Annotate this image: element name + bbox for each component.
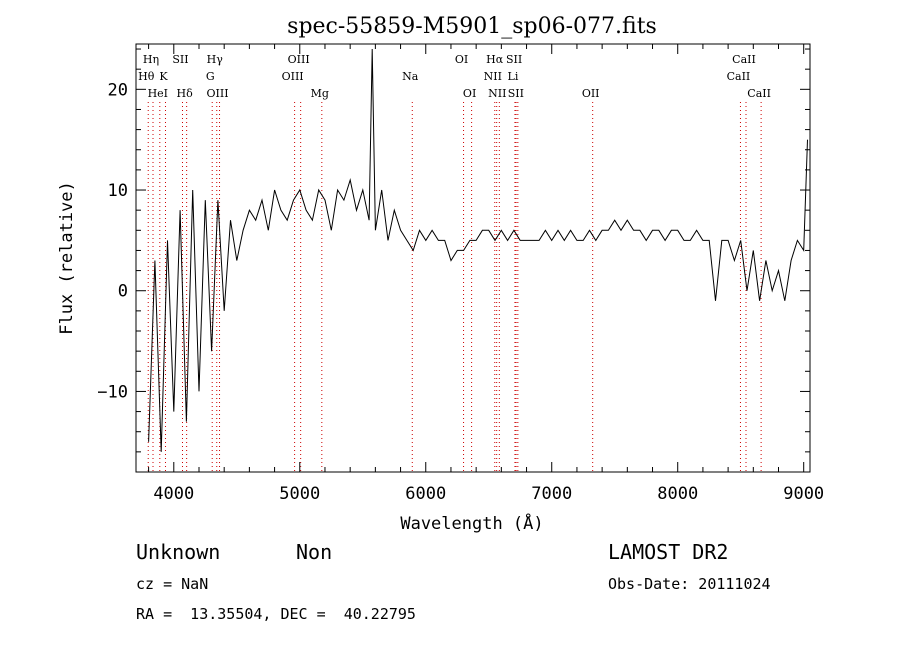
marker-label-14: OI <box>463 87 476 100</box>
marker-label-16: NII <box>484 70 502 83</box>
marker-label-20: SII <box>508 87 524 100</box>
x-tick-label-1: 5000 <box>279 484 320 504</box>
marker-label-7: G <box>206 70 215 83</box>
plot-frame <box>135 43 811 473</box>
spectrum-line <box>148 48 808 452</box>
y-tick-label-0: −10 <box>97 382 128 402</box>
marker-label-23: CaII <box>727 70 751 83</box>
marker-label-10: OIII <box>282 70 304 83</box>
x-tick-label-0: 4000 <box>153 484 194 504</box>
marker-label-18: SII <box>506 53 522 66</box>
marker-label-5: Hδ <box>177 87 194 100</box>
marker-label-12: Na <box>402 70 419 83</box>
marker-label-1: Hθ <box>138 70 155 83</box>
marker-label-6: Hγ <box>207 53 224 66</box>
marker-label-11: Mg <box>311 87 329 100</box>
x-axis: 4000 5000 6000 7000 8000 9000 <box>148 44 824 504</box>
line-markers: Hη Hθ HeI SII K Hδ Hγ G OIII OIII OIII Mg Na OI OI Hα NI… <box>138 53 771 472</box>
marker-label-2: HeI <box>148 87 168 100</box>
marker-label-21: OII <box>582 87 600 100</box>
marker-label-19: Li <box>508 70 519 83</box>
survey-label: LAMOST DR2 <box>608 540 729 564</box>
coordinates-label: RA = 13.35504, DEC = 40.22795 <box>136 605 416 623</box>
y-tick-label-1: 0 <box>118 282 128 302</box>
x-tick-label-5: 9000 <box>783 484 824 504</box>
marker-label-24: CaII <box>747 87 771 100</box>
marker-label-9: OIII <box>288 53 310 66</box>
y-tick-label-3: 20 <box>108 80 128 100</box>
y-axis: −10 0 10 20 <box>97 48 810 453</box>
marker-label-4: K <box>159 70 168 83</box>
subclass-label: Non <box>296 540 333 564</box>
class-label: Unknown <box>136 540 221 564</box>
marker-label-0: Hη <box>143 53 159 66</box>
chart-title: spec-55859-M5901_sp06-077.fits <box>287 14 657 39</box>
x-axis-label: Wavelength (Å) <box>400 512 543 534</box>
x-tick-label-3: 7000 <box>531 484 572 504</box>
marker-label-8: OIII <box>206 87 228 100</box>
marker-label-13: OI <box>455 53 468 66</box>
marker-label-22: CaII <box>732 53 756 66</box>
marker-label-17: NII <box>488 87 506 100</box>
marker-label-3: SII <box>172 53 188 66</box>
marker-label-15: Hα <box>486 53 504 66</box>
x-tick-label-2: 6000 <box>405 484 446 504</box>
obs-date-label: Obs-Date: 20111024 <box>608 575 771 593</box>
x-tick-label-4: 8000 <box>657 484 698 504</box>
redshift-label: cz = NaN <box>136 575 209 593</box>
y-axis-label: Flux (relative) <box>57 181 77 335</box>
y-tick-label-2: 10 <box>108 181 128 201</box>
